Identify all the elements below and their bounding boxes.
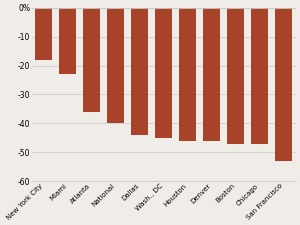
Bar	[107, 8, 124, 123]
Bar	[35, 8, 52, 60]
Bar	[131, 8, 148, 135]
Bar	[59, 8, 76, 74]
Bar	[83, 8, 100, 112]
Bar	[155, 8, 172, 138]
Bar	[227, 8, 244, 144]
Bar	[179, 8, 196, 141]
Bar	[275, 8, 292, 161]
Bar	[203, 8, 220, 141]
Bar	[251, 8, 268, 144]
